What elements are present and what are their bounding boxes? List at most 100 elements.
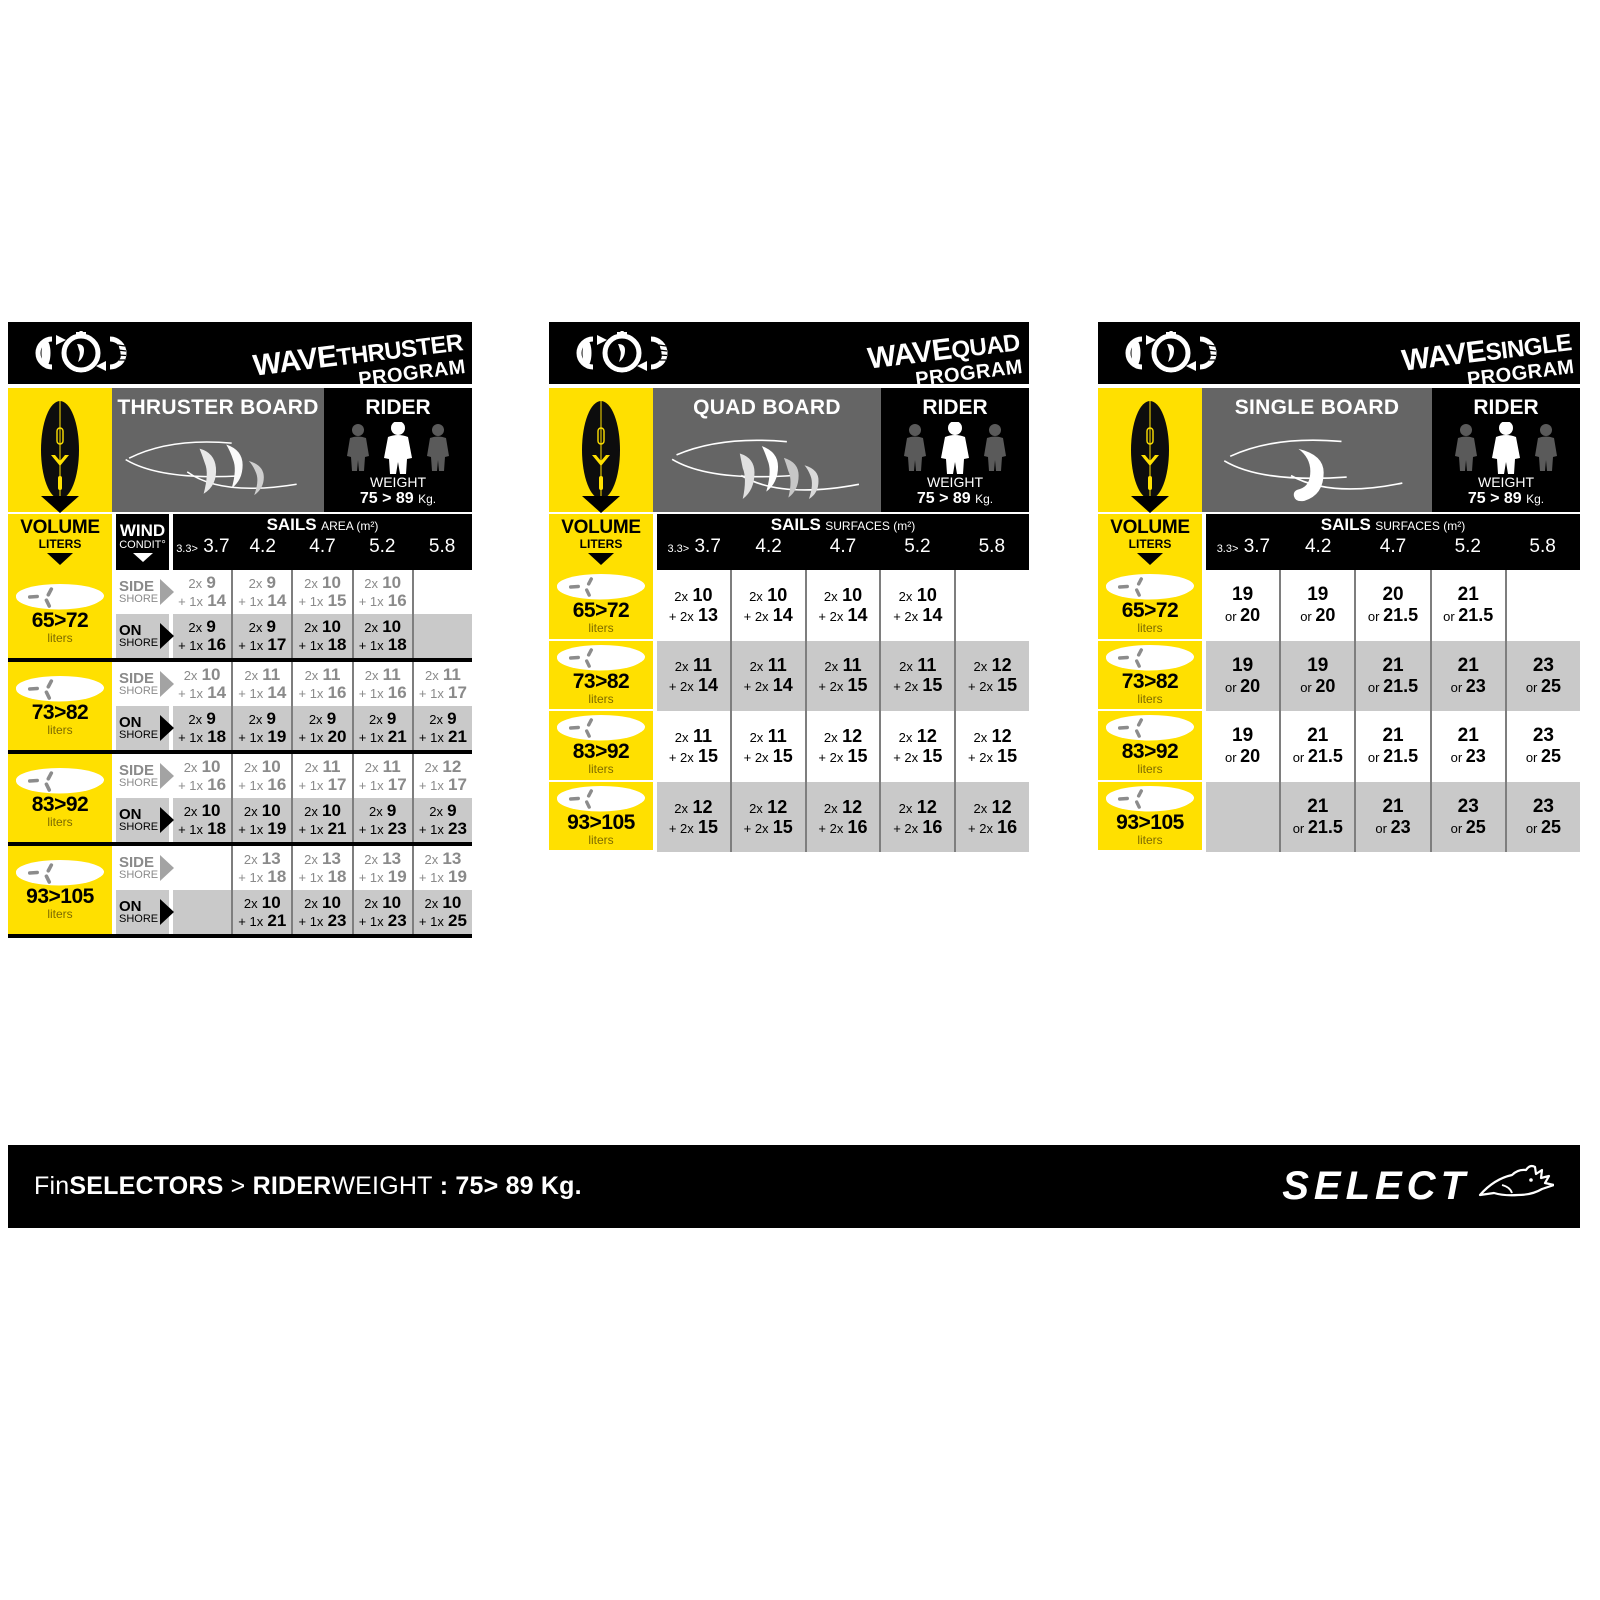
fin-cell[interactable]: 2x 10 + 1x 16	[351, 570, 412, 614]
fin-cell[interactable]: 2x 11 + 2x 14	[729, 640, 805, 712]
fin-cell[interactable]: 2x 10 + 1x 23	[291, 890, 351, 934]
fin-cell[interactable]: 2x 10 + 1x 16	[231, 754, 291, 798]
fin-cell[interactable]: 2x 12 + 2x 15	[804, 711, 880, 782]
wind-mode-cell-side[interactable]: SIDE SHORE	[116, 846, 175, 890]
wind-mode-cell-on[interactable]: ON SHORE	[116, 798, 175, 842]
fin-cell[interactable]	[411, 570, 472, 614]
fin-cell[interactable]: 2x 11 + 1x 16	[291, 662, 351, 706]
fin-cell[interactable]: 2x 10 + 1x 19	[231, 798, 291, 842]
fin-cell[interactable]: 2x 11 + 1x 17	[351, 754, 412, 798]
fin-cell[interactable]: 2x 10 + 1x 23	[351, 890, 412, 934]
fin-cell[interactable]: 2x 10 + 2x 14	[879, 570, 954, 641]
fin-cell[interactable]: 2x 9 + 1x 23	[411, 798, 472, 842]
fin-cell[interactable]: 2x 10 + 1x 18	[351, 614, 412, 658]
fin-cell[interactable]	[954, 570, 1029, 641]
fin-cell[interactable]: 21 or 21.5	[1279, 711, 1354, 782]
fin-cell[interactable]: 2x 9 + 1x 21	[411, 706, 472, 750]
fin-cell[interactable]	[1206, 782, 1279, 853]
fin-cell[interactable]: 2x 9 + 1x 17	[231, 614, 291, 658]
fin-cell[interactable]: 19 or 20	[1225, 654, 1261, 696]
fin-cell[interactable]: 2x 12 + 2x 15	[954, 640, 1029, 712]
fin-cell[interactable]: 2x 9 + 1x 23	[351, 798, 412, 842]
fin-cell[interactable]: 2x 9 + 1x 14	[231, 570, 291, 614]
volume-cell[interactable]: 93>105 liters	[549, 781, 653, 851]
fin-cell[interactable]: 2x 12 + 2x 16	[804, 781, 880, 853]
volume-cell[interactable]: 65>72 liters	[8, 570, 112, 658]
fin-cell[interactable]: 19 or 20	[1279, 570, 1354, 641]
fin-cell[interactable]: 2x 10 + 2x 13	[668, 584, 718, 625]
fin-cell[interactable]: 2x 10 + 2x 14	[804, 570, 880, 641]
volume-cell[interactable]: 65>72 liters	[549, 570, 653, 639]
volume-cell[interactable]: 73>82 liters	[1098, 640, 1202, 710]
fin-cell[interactable]: 19 or 20	[1225, 583, 1261, 625]
fin-cell[interactable]: 23 or 25	[1504, 781, 1580, 853]
fin-cell[interactable]: 2x 10 + 1x 18	[291, 614, 351, 658]
fin-cell[interactable]: 23 or 25	[1504, 711, 1580, 782]
fin-cell[interactable]: 20 or 21.5	[1354, 570, 1429, 641]
fin-cell[interactable]: 2x 12 + 1x 17	[411, 754, 472, 798]
fin-cell[interactable]: 21 or 21.5	[1279, 781, 1354, 853]
fin-cell[interactable]	[411, 614, 472, 658]
wind-mode-cell-on[interactable]: ON SHORE	[116, 706, 175, 750]
fin-cell[interactable]: 21 or 21.5	[1354, 640, 1429, 712]
fin-cell[interactable]: 19 or 20	[1225, 725, 1261, 767]
fin-cell[interactable]: 2x 9 + 1x 16	[178, 616, 227, 654]
fin-cell[interactable]: 2x 10 + 1x 14	[178, 664, 227, 702]
volume-cell[interactable]: 83>92 liters	[1098, 711, 1202, 780]
fin-cell[interactable]: 2x 11 + 2x 15	[804, 640, 880, 712]
fin-cell[interactable]: 2x 9 + 1x 20	[291, 706, 351, 750]
wind-mode-cell-on[interactable]: ON SHORE	[116, 614, 175, 658]
volume-cell[interactable]: 83>92 liters	[8, 754, 112, 842]
volume-cell[interactable]: 83>92 liters	[549, 711, 653, 780]
fin-cell[interactable]: 2x 9 + 1x 21	[351, 706, 412, 750]
fin-cell[interactable]: 2x 10 + 1x 21	[291, 798, 351, 842]
fin-cell[interactable]: 2x 10 + 1x 25	[411, 890, 472, 934]
fin-cell[interactable]: 2x 12 + 2x 16	[879, 781, 954, 853]
fin-cell[interactable]: 21 or 23	[1429, 711, 1505, 782]
fin-cell[interactable]: 23 or 25	[1504, 640, 1580, 712]
fin-cell[interactable]: 2x 12 + 2x 15	[729, 781, 805, 853]
fin-cell[interactable]: 2x 9 + 1x 14	[178, 572, 227, 610]
fin-cell[interactable]	[1504, 570, 1580, 641]
wind-mode-cell-side[interactable]: SIDE SHORE	[116, 754, 175, 798]
wind-mode-cell-on[interactable]: ON SHORE	[116, 890, 175, 934]
fin-cell[interactable]: 2x 9 + 1x 18	[178, 708, 227, 746]
fin-cell[interactable]	[173, 890, 231, 934]
fin-cell[interactable]: 21 or 21.5	[1429, 570, 1505, 641]
volume-cell[interactable]: 73>82 liters	[549, 640, 653, 710]
fin-cell[interactable]: 2x 13 + 1x 18	[291, 846, 351, 890]
fin-cell[interactable]: 2x 11 + 1x 17	[411, 662, 472, 706]
fin-cell[interactable]: 2x 10 + 2x 14	[729, 570, 805, 641]
fin-cell[interactable]: 2x 11 + 1x 17	[291, 754, 351, 798]
fin-cell[interactable]: 2x 11 + 2x 15	[879, 640, 954, 712]
wind-mode-cell-side[interactable]: SIDE SHORE	[116, 570, 175, 614]
fin-cell[interactable]: 2x 10 + 1x 18	[178, 800, 227, 838]
fin-cell[interactable]: 19 or 20	[1279, 640, 1354, 712]
fin-cell[interactable]: 23 or 25	[1429, 781, 1505, 853]
fin-cell[interactable]: 2x 11 + 1x 14	[231, 662, 291, 706]
fin-cell[interactable]: 2x 13 + 1x 18	[231, 846, 291, 890]
fin-cell[interactable]: 2x 11 + 2x 14	[668, 655, 718, 696]
volume-cell[interactable]: 73>82 liters	[8, 662, 112, 750]
fin-cell[interactable]: 2x 13 + 1x 19	[351, 846, 412, 890]
fin-cell[interactable]: 2x 13 + 1x 19	[411, 846, 472, 890]
fin-cell[interactable]: 2x 12 + 2x 15	[954, 711, 1029, 782]
fin-cell[interactable]: 2x 12 + 2x 16	[954, 781, 1029, 853]
fin-cell[interactable]: 2x 10 + 1x 15	[291, 570, 351, 614]
fin-cell[interactable]: 2x 10 + 1x 21	[231, 890, 291, 934]
volume-cell[interactable]: 93>105 liters	[1098, 781, 1202, 851]
fin-cell[interactable]: 21 or 23	[1354, 781, 1429, 853]
fin-cell[interactable]: 2x 9 + 1x 19	[231, 706, 291, 750]
fin-cell[interactable]: 21 or 23	[1429, 640, 1505, 712]
volume-cell[interactable]: 93>105 liters	[8, 846, 112, 934]
fin-cell[interactable]: 2x 11 + 2x 15	[729, 711, 805, 782]
fin-cell[interactable]	[173, 846, 231, 890]
fin-cell[interactable]: 2x 11 + 1x 16	[351, 662, 412, 706]
volume-cell[interactable]: 65>72 liters	[1098, 570, 1202, 639]
fin-cell[interactable]: 2x 10 + 1x 16	[178, 756, 227, 794]
fin-cell[interactable]: 2x 12 + 2x 15	[668, 796, 718, 837]
fin-cell[interactable]: 21 or 21.5	[1354, 711, 1429, 782]
fin-cell[interactable]: 2x 12 + 2x 15	[879, 711, 954, 782]
wind-mode-cell-side[interactable]: SIDE SHORE	[116, 662, 175, 706]
fin-cell[interactable]: 2x 11 + 2x 15	[668, 725, 718, 766]
